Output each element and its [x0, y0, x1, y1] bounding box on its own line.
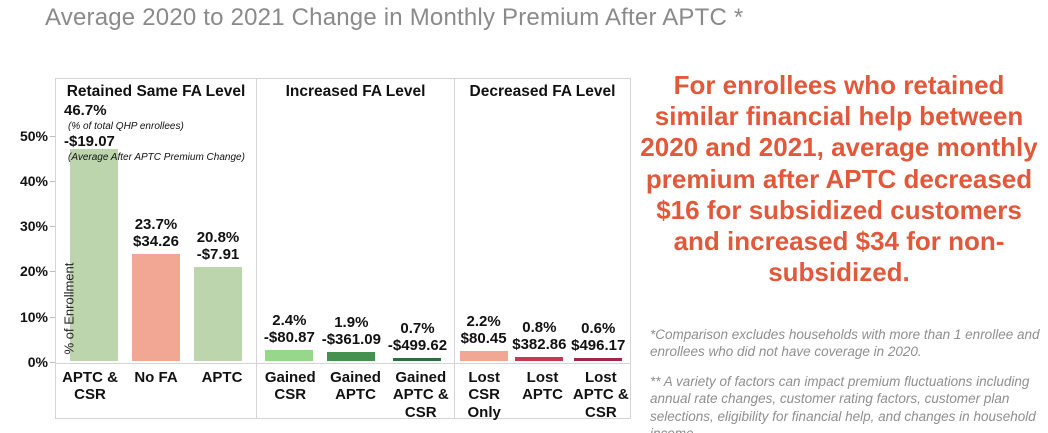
bar-value-pct: 2.4% [272, 312, 307, 330]
bar-slot [70, 149, 118, 361]
x-axis-label: Lost APTC & CSR [572, 369, 629, 421]
x-axis-label: Gained APTC & CSR [392, 369, 449, 421]
chart-section-1: Retained Same FA Level 46.7% (% of total Q… [56, 79, 256, 418]
annotation-row: 46.7% (% of total QHP enrollees) [64, 102, 304, 133]
bar-slot: 20.8% -$7.91 [194, 230, 242, 361]
footnote-1: *Comparison excludes households with mor… [650, 327, 1040, 360]
x-axis-label: APTC [201, 369, 243, 386]
x-axis-label: Gained CSR [264, 369, 316, 404]
y-tick-label: 40% [19, 172, 48, 189]
y-tick-mark [50, 135, 55, 137]
y-tick-label: 50% [19, 127, 48, 144]
section-header: Decreased FA Level [469, 83, 616, 100]
bar-value-label: 0.7% -$499.62 [388, 321, 447, 355]
bar [265, 350, 314, 361]
chart-groups: Retained Same FA Level 46.7% (% of total Q… [56, 79, 630, 421]
annotation-pct: 46.7% [64, 102, 107, 119]
labels-row: Gained CSR Gained APTC Gained APTC & CSR [257, 369, 454, 421]
chart-section-2: Increased FA Level 2.4% -$80.87 1.9% -$361.0… [256, 79, 454, 421]
bar-value-premium: $496.17 [571, 337, 626, 355]
x-axis-label: No FA [134, 369, 178, 386]
bar-value-pct: 0.6% [581, 320, 616, 338]
bar-slot: 23.7% $34.26 [132, 217, 180, 361]
bar [132, 254, 180, 361]
bar [393, 358, 442, 361]
bar [194, 267, 242, 361]
bar-value-pct: 23.7% [134, 216, 178, 234]
bars-row: 2.2% $80.45 0.8% $382.86 0.6% $496.17 [455, 79, 630, 361]
bar-value-pct: 1.9% [334, 314, 369, 332]
page-title: Average 2020 to 2021 Change in Monthly P… [45, 4, 744, 31]
annotation-premium-note: (Average After APTC Premium Change) [68, 152, 245, 163]
footnote-2: ** A variety of factors can impact premi… [650, 374, 1036, 433]
chart-section-3: Decreased FA Level 2.2% $80.45 0.8% $382.86 0… [454, 79, 630, 421]
bar [70, 149, 118, 361]
bar-slot: 0.8% $382.86 [512, 320, 566, 361]
y-tick-label: 30% [19, 218, 48, 235]
bar-value-label: 2.4% -$80.87 [264, 313, 315, 347]
bars-row: 23.7% $34.26 20.8% -$7.91 [56, 79, 256, 361]
bar-slot: 2.2% $80.45 [459, 314, 508, 361]
bar [459, 351, 508, 361]
bar [515, 357, 564, 361]
bar-value-label: 2.2% $80.45 [461, 314, 507, 348]
callout-text: For enrollees who retained similar finan… [640, 70, 1038, 288]
bar-value-premium: -$7.91 [196, 246, 240, 264]
y-tick-mark [50, 226, 55, 228]
bar-slot: 0.6% $496.17 [571, 321, 625, 361]
labels-row: Lost CSR Only Lost APTC Lost APTC & CSR [455, 369, 630, 421]
y-tick-label: 0% [27, 354, 48, 370]
bar-value-label: 0.6% $496.17 [571, 321, 625, 355]
bar-chart: Retained Same FA Level 46.7% (% of total Q… [55, 78, 631, 421]
bar-slot: 1.9% -$361.09 [322, 315, 381, 361]
bar-value-label: 1.9% -$361.09 [322, 315, 381, 349]
bar-slot: 2.4% -$80.87 [264, 313, 315, 361]
bar-value-premium: -$499.62 [387, 337, 448, 355]
bars-row: 2.4% -$80.87 1.9% -$361.09 0.7% -$499.62 [257, 79, 454, 361]
bar-value-premium: $382.86 [512, 336, 567, 354]
bar [574, 358, 623, 361]
bar-slot: 0.7% -$499.62 [388, 321, 447, 361]
section-header: Increased FA Level [285, 83, 426, 100]
bar-value-label: 0.8% $382.86 [512, 320, 566, 354]
bar-value-pct: 0.7% [400, 320, 435, 338]
x-axis-label: Gained APTC [330, 369, 381, 404]
y-tick-mark [50, 362, 55, 363]
x-axis-label: Lost APTC [522, 369, 563, 404]
x-axis-label: Lost CSR Only [467, 369, 501, 421]
bar-annotation: 46.7% (% of total QHP enrollees) -$19.07 (A… [64, 102, 304, 165]
section-header: Retained Same FA Level [66, 83, 246, 100]
annotation-row: -$19.07 (Average After APTC Premium Chang… [64, 133, 304, 164]
y-tick-label: 10% [19, 308, 48, 325]
bar-value-premium: $80.45 [460, 330, 507, 348]
y-tick-mark [50, 180, 55, 182]
bar-value-premium: $34.26 [133, 233, 179, 251]
bar-value-premium: -$361.09 [321, 331, 381, 349]
bar-value-label: 20.8% -$7.91 [197, 230, 240, 264]
y-tick-mark [50, 316, 55, 318]
annotation-premium: -$19.07 [64, 133, 115, 151]
bar-value-label: 23.7% $34.26 [133, 217, 179, 251]
bar-value-premium: -$80.87 [263, 329, 315, 347]
y-axis-title: % of Enrollment [61, 262, 77, 355]
labels-row: APTC & CSR No FA APTC [56, 369, 256, 404]
bar [327, 352, 376, 361]
annotation-pct-note: (% of total QHP enrollees) [68, 120, 184, 132]
bar-value-pct: 20.8% [196, 229, 240, 247]
x-axis-line [56, 363, 630, 364]
y-tick-mark [50, 271, 55, 273]
y-tick-label: 20% [19, 263, 48, 280]
bar-value-pct: 2.2% [466, 313, 501, 331]
x-axis-label: APTC & CSR [62, 369, 118, 404]
bar-value-pct: 0.8% [522, 319, 557, 337]
